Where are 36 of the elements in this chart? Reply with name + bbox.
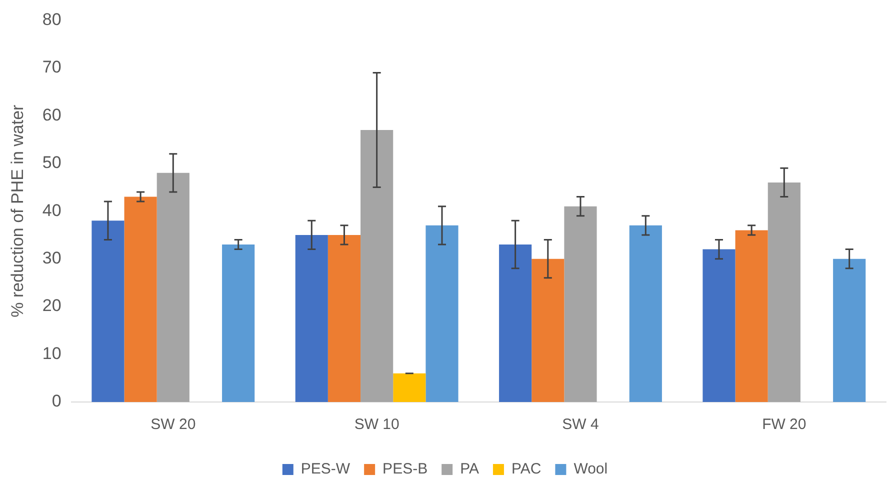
bar [702,249,736,402]
y-tick-label: 80 [42,10,62,29]
y-tick-label: 70 [42,58,62,77]
bar [92,220,124,402]
legend-label: PAC [511,460,542,478]
y-tick-label: 20 [42,296,62,316]
y-axis-title: % reduction of PHE in water [8,104,27,318]
x-tick-label: SW 20 [150,416,196,434]
x-tick-label: FW 20 [762,416,806,434]
bar [295,234,328,402]
x-tick-label: SW 4 [562,416,599,434]
bar [156,172,190,402]
bar [532,258,564,402]
bar [735,230,768,402]
legend-label: PES-W [300,460,351,478]
bar [393,373,426,402]
bar [768,182,800,402]
bar [360,130,394,402]
bar [629,225,662,402]
y-tick-label: 40 [42,200,62,220]
legend-label: Wool [574,460,608,478]
y-tick-label: 60 [42,105,62,124]
y-tick-label: 10 [42,344,62,363]
bar [564,206,597,402]
bar [328,234,361,402]
bar [222,244,255,402]
bar [426,225,458,402]
y-tick-label: 0 [52,392,62,411]
y-tick-label: 50 [42,153,62,172]
bar [124,196,157,402]
y-tick-label: 30 [42,248,62,268]
bar [833,258,866,402]
legend-label: PES-B [382,460,428,478]
legend-label: PA [460,460,479,478]
x-tick-label: SW 10 [354,416,400,434]
bar [499,244,532,402]
